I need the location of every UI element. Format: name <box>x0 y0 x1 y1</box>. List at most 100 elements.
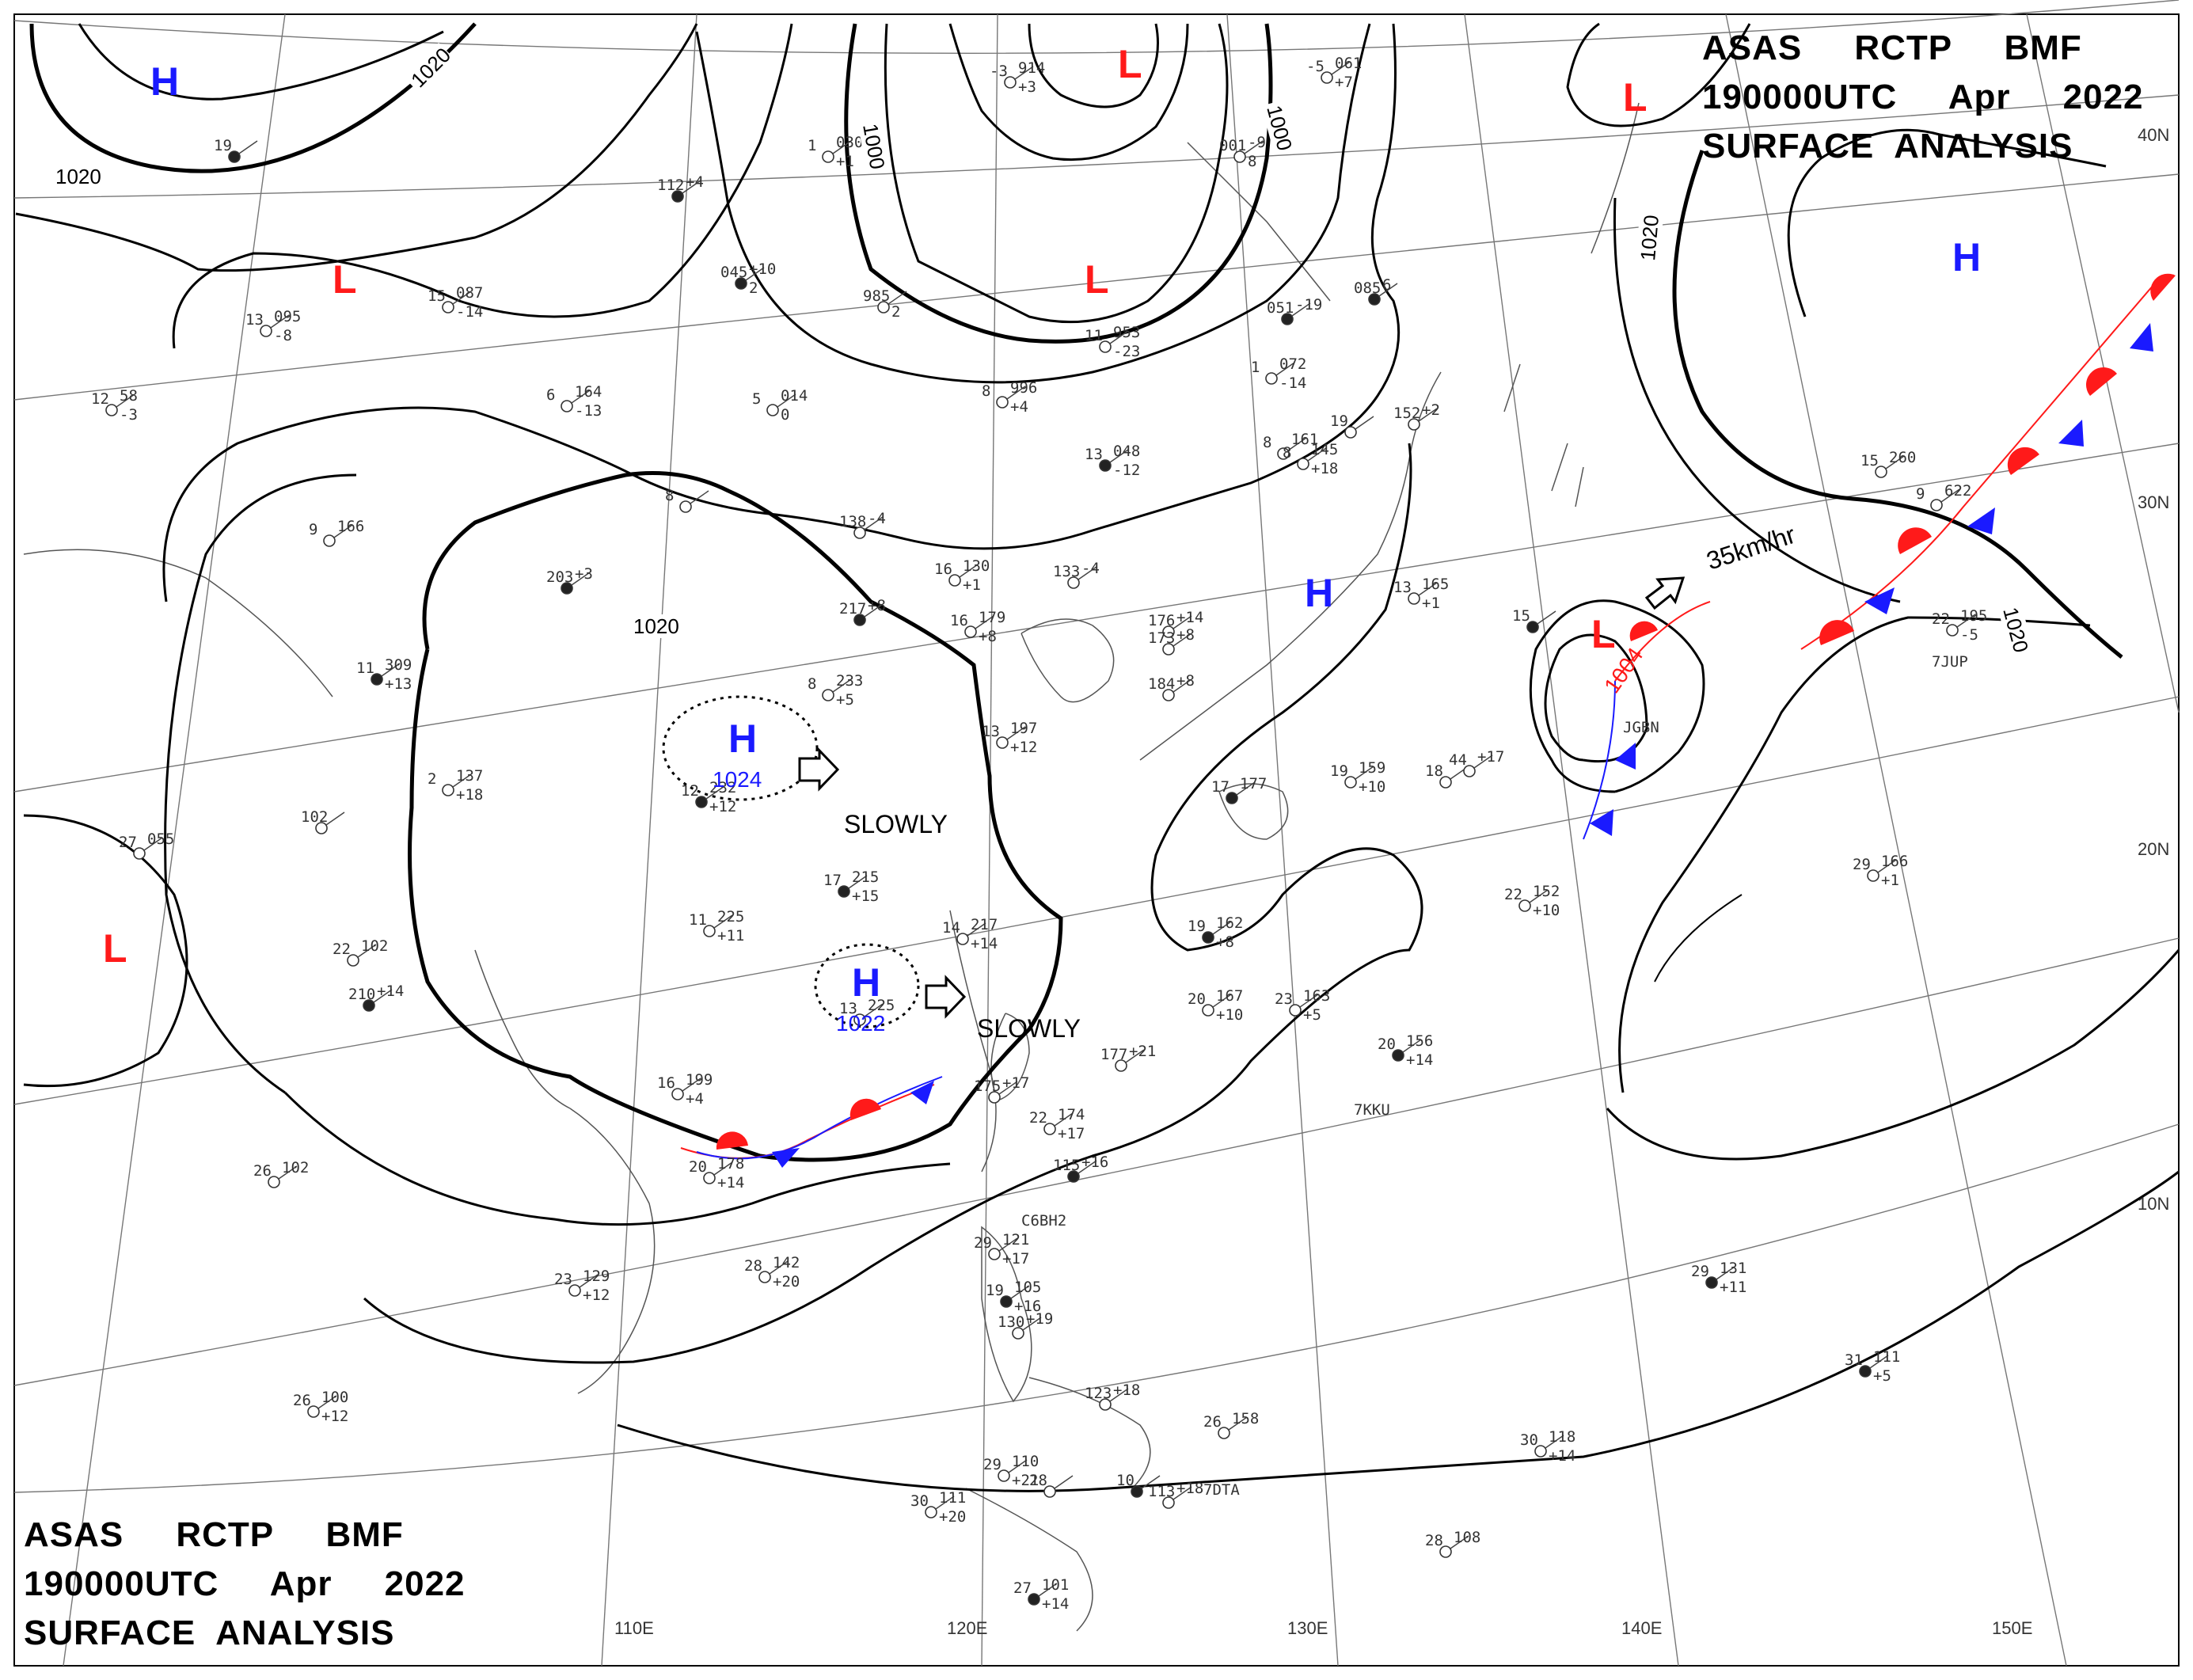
station-value: 152 <box>1533 883 1560 900</box>
station-plot: 8 145 +18 <box>1283 441 1338 477</box>
station-plot: 22 102 <box>333 937 388 967</box>
station-value: 19 <box>1330 762 1348 780</box>
station-plot: 29 131 +11 <box>1691 1260 1746 1296</box>
station-plot: 123 +18 <box>1085 1382 1140 1411</box>
station-value: 22 <box>1029 1109 1047 1127</box>
low-pressure-marker: L <box>1118 42 1142 86</box>
station-value: +18 <box>1113 1382 1140 1399</box>
station-value: 177 <box>1240 775 1267 792</box>
station-value: 6 <box>1382 276 1391 294</box>
station-value: 145 <box>1311 441 1338 458</box>
station-value: +8 <box>1176 672 1195 690</box>
station-plot: 085 6 <box>1354 276 1398 306</box>
station-value: +5 <box>1303 1006 1321 1024</box>
station-plot: -3 914+3 <box>990 59 1045 96</box>
warm-front-bump <box>1898 527 1932 554</box>
station-plot: 10 <box>1116 1472 1161 1498</box>
station-plot: 27 101+14 <box>1013 1576 1069 1613</box>
station-value: 1 <box>1251 359 1260 376</box>
station-value: 179 <box>979 609 1005 626</box>
station-plot: 112 +4 <box>657 173 704 203</box>
station-plot: 16 130+1 <box>934 557 990 594</box>
station-plot: 12 58-3 <box>91 387 138 424</box>
station-plot: 184 +8 <box>1148 672 1195 701</box>
station-plot: 203 +3 <box>546 565 593 595</box>
station-value: 15 <box>428 287 446 305</box>
warm-front-bump <box>2007 447 2039 475</box>
station-value: +14 <box>971 935 998 952</box>
station-value: +20 <box>773 1273 800 1290</box>
station-value: 232 <box>709 779 736 796</box>
station-plot: 19 159+10 <box>1330 759 1385 796</box>
station-value: 29 <box>1691 1263 1709 1280</box>
station-id: 7JUP <box>1932 653 1968 671</box>
station-value: 13 <box>1393 579 1412 596</box>
station-value: 110 <box>1012 1453 1039 1470</box>
station-value: +14 <box>1406 1051 1433 1069</box>
coastlines <box>23 102 1640 1632</box>
cold-front-triangle <box>1967 507 1995 534</box>
station-plot: 28 142 +20 <box>744 1254 800 1290</box>
station-value: +14 <box>1042 1595 1069 1613</box>
station-value: 072 <box>1279 355 1306 373</box>
station-value: +14 <box>377 983 404 1000</box>
station-value: 9 <box>1916 485 1925 503</box>
station-value: 178 <box>717 1155 744 1173</box>
station-value: +8 <box>868 597 886 614</box>
station-value: 111 <box>1873 1348 1900 1366</box>
station-value: 10 <box>1116 1472 1135 1489</box>
station-value: 19 <box>1330 412 1348 430</box>
station-value: +10 <box>1533 902 1560 919</box>
station-value: -8 <box>274 327 292 344</box>
station-value: 26 <box>293 1392 311 1409</box>
station-value: 5 <box>752 390 761 408</box>
station-plot: 30 118+14 <box>1520 1428 1575 1465</box>
station-value: 26 <box>1203 1413 1222 1431</box>
station-value: -13 <box>575 402 602 420</box>
station-value: 175 <box>974 1078 1001 1095</box>
station-plot: 13 165 +1 <box>1393 576 1449 612</box>
station-plot: 22 152 +10 <box>1504 883 1560 919</box>
station-value: 130 <box>998 1313 1024 1331</box>
station-value: 9 <box>309 521 317 538</box>
station-value: 101 <box>1042 1576 1069 1594</box>
station-value: 197 <box>1010 720 1037 737</box>
station-value: -3 <box>120 406 138 424</box>
station-value: +11 <box>1720 1279 1746 1296</box>
lat-label: 40N <box>2138 125 2169 145</box>
lon-label: 110E <box>614 1618 654 1638</box>
station-value: 203 <box>546 568 573 586</box>
station-value: 6 <box>546 386 555 404</box>
station-plot: -5 061 +7 <box>1306 55 1362 91</box>
station-value: +20 <box>939 1508 966 1526</box>
station-value: 176 <box>1148 612 1175 629</box>
station-value: 17 <box>1211 778 1230 796</box>
station-value: 16 <box>657 1074 675 1092</box>
warm-front-bump <box>716 1131 748 1150</box>
station-value: +12 <box>583 1287 610 1304</box>
station-plot: 210 +14 <box>348 983 404 1012</box>
station-value: 174 <box>1058 1106 1085 1123</box>
station-value: 30 <box>1520 1431 1538 1449</box>
station-plot: 22 174 +17 <box>1029 1106 1085 1142</box>
station-value: +16 <box>1081 1154 1108 1171</box>
graticule <box>13 0 2180 1667</box>
station-plot: 130 +19 <box>998 1310 1053 1340</box>
station-value: +11 <box>717 927 744 945</box>
station-value: +8 <box>1216 933 1234 951</box>
station-ids: 7KKU C6BH2 7JUP JGBN 7DTA <box>1021 653 1968 1499</box>
station-plot: 102 <box>301 808 345 834</box>
header-top-line2: 190000UTC Apr 2022 <box>1702 78 2144 116</box>
station-value: 28 <box>744 1257 762 1275</box>
isobar-label: 1020 <box>55 165 101 188</box>
station-value: 055 <box>147 830 174 848</box>
station-value: 58 <box>120 387 138 405</box>
station-value: +7 <box>1335 74 1353 91</box>
station-value: 26 <box>253 1162 272 1180</box>
motion-text: SLOWLY <box>844 810 948 838</box>
station-value: +8 <box>1176 626 1195 644</box>
station-value: +17 <box>1477 748 1504 766</box>
high-pressure-marker: H <box>1305 571 1333 615</box>
station-plot: 115 +16 <box>1053 1154 1108 1183</box>
station-value: 29 <box>983 1456 1001 1473</box>
